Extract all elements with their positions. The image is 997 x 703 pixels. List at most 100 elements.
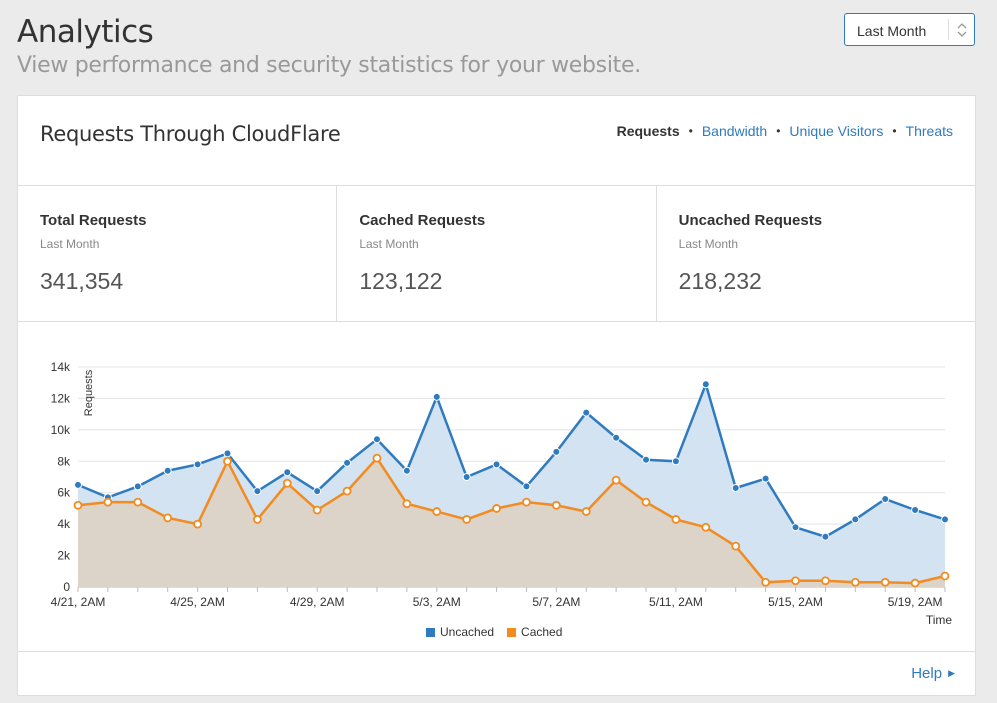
- stat-label: Total Requests: [40, 212, 147, 229]
- cached-point: [103, 497, 113, 507]
- cached-point: [133, 497, 143, 507]
- y-tick-label: 8k: [57, 454, 71, 468]
- uncached-point: [791, 523, 800, 532]
- cached-point: [551, 500, 561, 510]
- legend-swatch-cached: [507, 627, 517, 637]
- uncached-point: [402, 466, 411, 475]
- stats-row: Total Requests Last Month 341,354 Cached…: [18, 185, 975, 322]
- cached-point: [522, 497, 531, 507]
- x-tick-label: 5/11, 2AM: [649, 595, 703, 609]
- cached-point: [163, 513, 173, 523]
- uncached-point: [313, 487, 322, 496]
- nav-threats[interactable]: Threats: [905, 123, 953, 139]
- uncached-point: [223, 449, 232, 458]
- uncached-point: [253, 487, 262, 496]
- x-tick-label: 5/7, 2AM: [532, 595, 580, 609]
- cached-point: [223, 456, 232, 466]
- uncached-point: [642, 455, 651, 464]
- x-tick-label: 5/3, 2AM: [413, 595, 461, 609]
- cached-point: [821, 576, 830, 586]
- nav-separator: •: [688, 124, 693, 138]
- cached-point: [312, 505, 322, 515]
- cached-point: [492, 504, 501, 513]
- cached-point: [402, 499, 412, 509]
- cached-series-line: [77, 456, 946, 585]
- cached-point: [432, 507, 442, 516]
- requests-card: Requests Through CloudFlare Requests • B…: [17, 95, 976, 696]
- uncached-point: [701, 380, 710, 389]
- uncached-point: [881, 495, 890, 503]
- uncached-point: [851, 515, 860, 524]
- stat-uncached-requests: Uncached Requests Last Month 218,232: [657, 186, 975, 321]
- date-range-select[interactable]: Last Month: [844, 13, 975, 46]
- x-tick-label: 4/21, 2AM: [51, 595, 106, 609]
- uncached-point: [462, 473, 471, 481]
- uncached-point: [552, 447, 561, 456]
- uncached-point: [163, 466, 172, 475]
- stat-period: Last Month: [40, 237, 100, 251]
- uncached-point: [492, 460, 501, 469]
- cached-point: [342, 486, 352, 496]
- nav-requests[interactable]: Requests: [616, 123, 680, 139]
- legend-uncached[interactable]: Uncached: [426, 625, 494, 639]
- legend-label: Uncached: [440, 625, 495, 639]
- y-tick-label: 6k: [57, 486, 71, 500]
- uncached-point: [283, 468, 292, 477]
- y-tick-label: 4k: [57, 517, 71, 531]
- help-label: Help: [911, 665, 943, 682]
- stat-label: Cached Requests: [359, 212, 486, 229]
- y-axis-label: Requests: [83, 369, 95, 416]
- uncached-point: [761, 474, 770, 483]
- up-down-arrows-icon: [957, 23, 967, 37]
- uncached-point: [582, 408, 591, 417]
- uncached-point: [372, 435, 381, 444]
- stat-value: 341,354: [40, 268, 124, 294]
- caret-right-icon: ▶: [948, 668, 955, 678]
- select-divider: [948, 19, 949, 40]
- date-range-value: Last Month: [857, 23, 927, 39]
- chart-legend: Uncached Cached: [426, 625, 575, 639]
- cached-point: [581, 507, 591, 516]
- uncached-point: [74, 480, 82, 489]
- cached-point: [462, 515, 472, 524]
- metric-nav: Requests • Bandwidth • Unique Visitors •…: [617, 123, 953, 139]
- uncached-point: [612, 433, 621, 442]
- cached-point: [701, 522, 711, 532]
- stat-label: Uncached Requests: [678, 212, 823, 229]
- legend-label: Cached: [521, 625, 563, 639]
- uncached-point: [731, 484, 740, 492]
- uncached-point: [343, 458, 352, 467]
- cached-point: [850, 577, 860, 587]
- uncached-point: [821, 532, 830, 541]
- cached-point: [641, 497, 651, 507]
- y-tick-label: 10k: [51, 423, 71, 437]
- stat-cached-requests: Cached Requests Last Month 123,122: [337, 186, 657, 321]
- stat-total-requests: Total Requests Last Month 341,354: [18, 186, 338, 321]
- nav-separator: •: [776, 124, 781, 138]
- cached-point: [731, 541, 741, 551]
- cached-point: [940, 571, 950, 581]
- page-subtitle: View performance and security statistics…: [17, 53, 641, 78]
- card-title: Requests Through CloudFlare: [40, 122, 341, 146]
- uncached-point: [432, 392, 441, 401]
- uncached-point: [671, 457, 680, 466]
- x-tick-label: 4/29, 2AM: [290, 595, 345, 609]
- cached-point: [791, 576, 800, 586]
- page-title: Analytics: [17, 14, 154, 50]
- help-link[interactable]: Help ▶: [911, 665, 955, 682]
- uncached-point: [522, 482, 531, 491]
- uncached-point: [133, 482, 142, 491]
- requests-chart: 0 2k 4k 6k 8k 10k 12k 14k Requests 4/21, 2AM 4/25,…: [51, 360, 953, 627]
- cached-point: [73, 500, 83, 510]
- cached-point: [193, 519, 202, 529]
- nav-unique-visitors[interactable]: Unique Visitors: [789, 123, 884, 139]
- stat-value: 123,122: [359, 268, 443, 294]
- uncached-series-line: [77, 380, 946, 539]
- uncached-point: [193, 460, 202, 469]
- legend-cached[interactable]: Cached: [507, 625, 562, 639]
- nav-bandwidth[interactable]: Bandwidth: [701, 123, 768, 139]
- x-axis-label: Time: [926, 613, 953, 627]
- x-tick-label: 5/19, 2AM: [888, 595, 943, 609]
- card-footer-divider: [18, 651, 975, 652]
- uncached-point: [941, 515, 949, 524]
